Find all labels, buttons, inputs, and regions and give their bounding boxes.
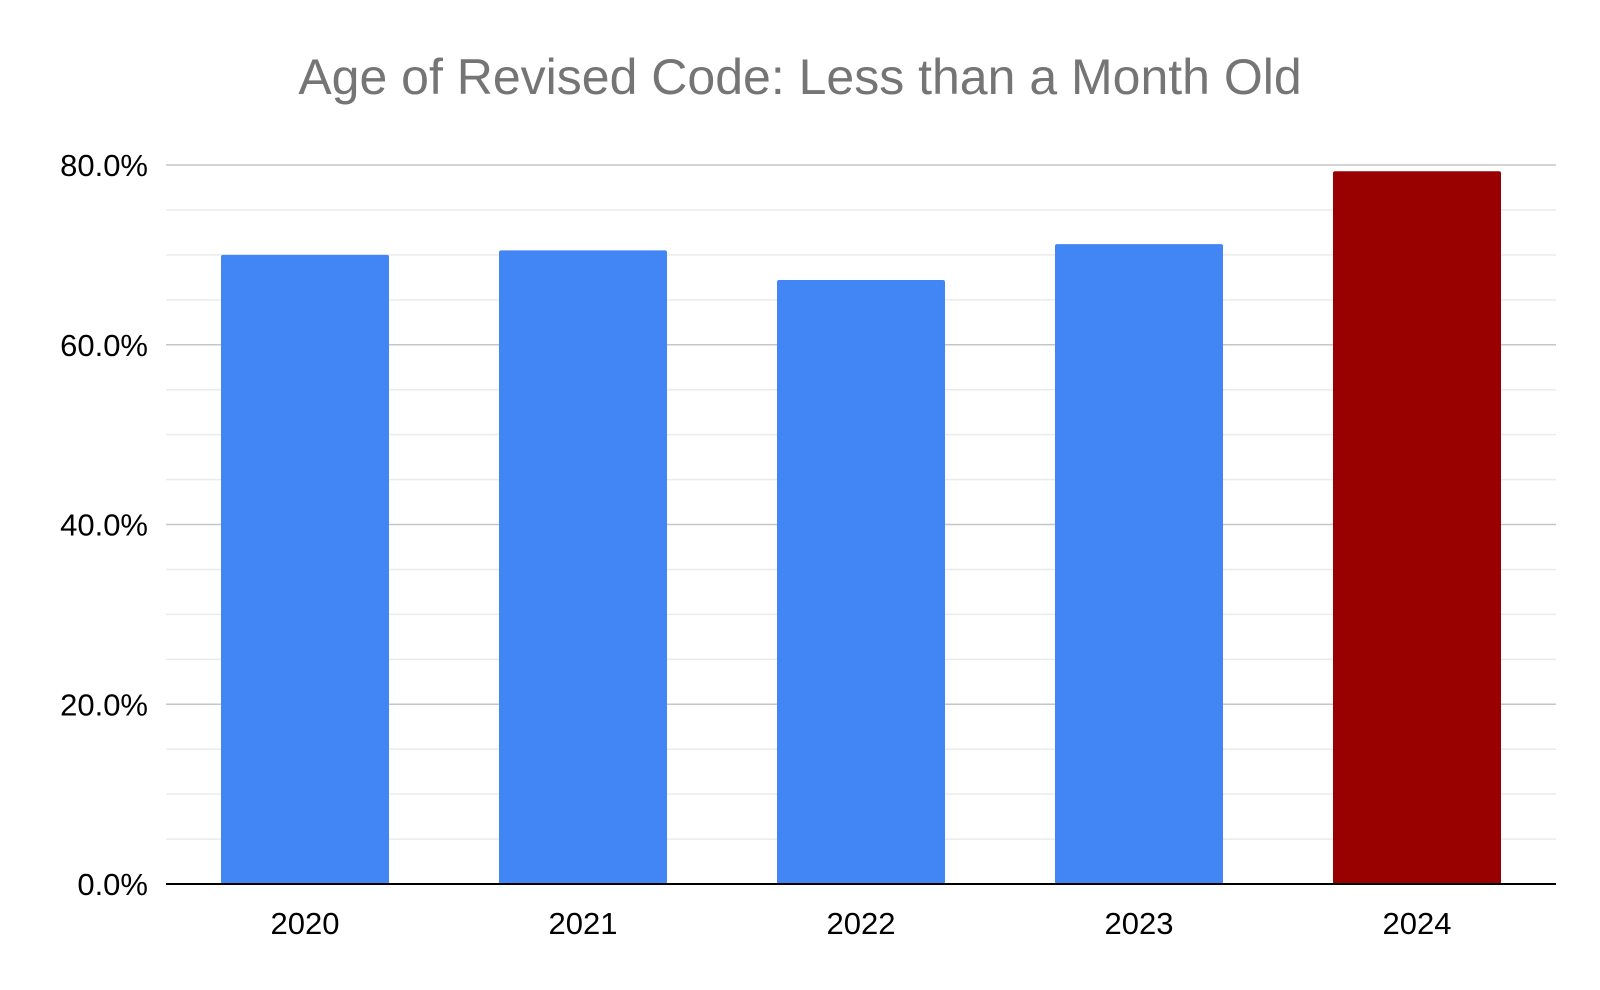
bar-2023 xyxy=(1055,244,1223,885)
bar-2020 xyxy=(221,254,389,884)
x-tick-label: 2020 xyxy=(271,906,340,941)
y-tick-label: 60.0% xyxy=(60,328,148,363)
y-tick-label: 0.0% xyxy=(77,867,148,902)
bar-2022 xyxy=(777,280,945,884)
bar-2021 xyxy=(499,250,667,885)
y-tick-label: 20.0% xyxy=(60,687,148,722)
y-tick-label: 40.0% xyxy=(60,508,148,543)
x-tick-label: 2022 xyxy=(827,906,896,941)
bar-2024 xyxy=(1333,171,1501,884)
y-tick-label: 80.0% xyxy=(60,148,148,183)
x-tick-label: 2023 xyxy=(1105,906,1174,941)
x-tick-label: 2024 xyxy=(1383,906,1452,941)
chart-title: Age of Revised Code: Less than a Month O… xyxy=(298,49,1302,105)
labels-layer: 0.0% 20.0% 40.0% 60.0% 80.0% 2020 2021 2022 2023… xyxy=(60,148,1451,941)
x-tick-label: 2021 xyxy=(549,906,618,941)
bars-layer xyxy=(221,171,1501,885)
